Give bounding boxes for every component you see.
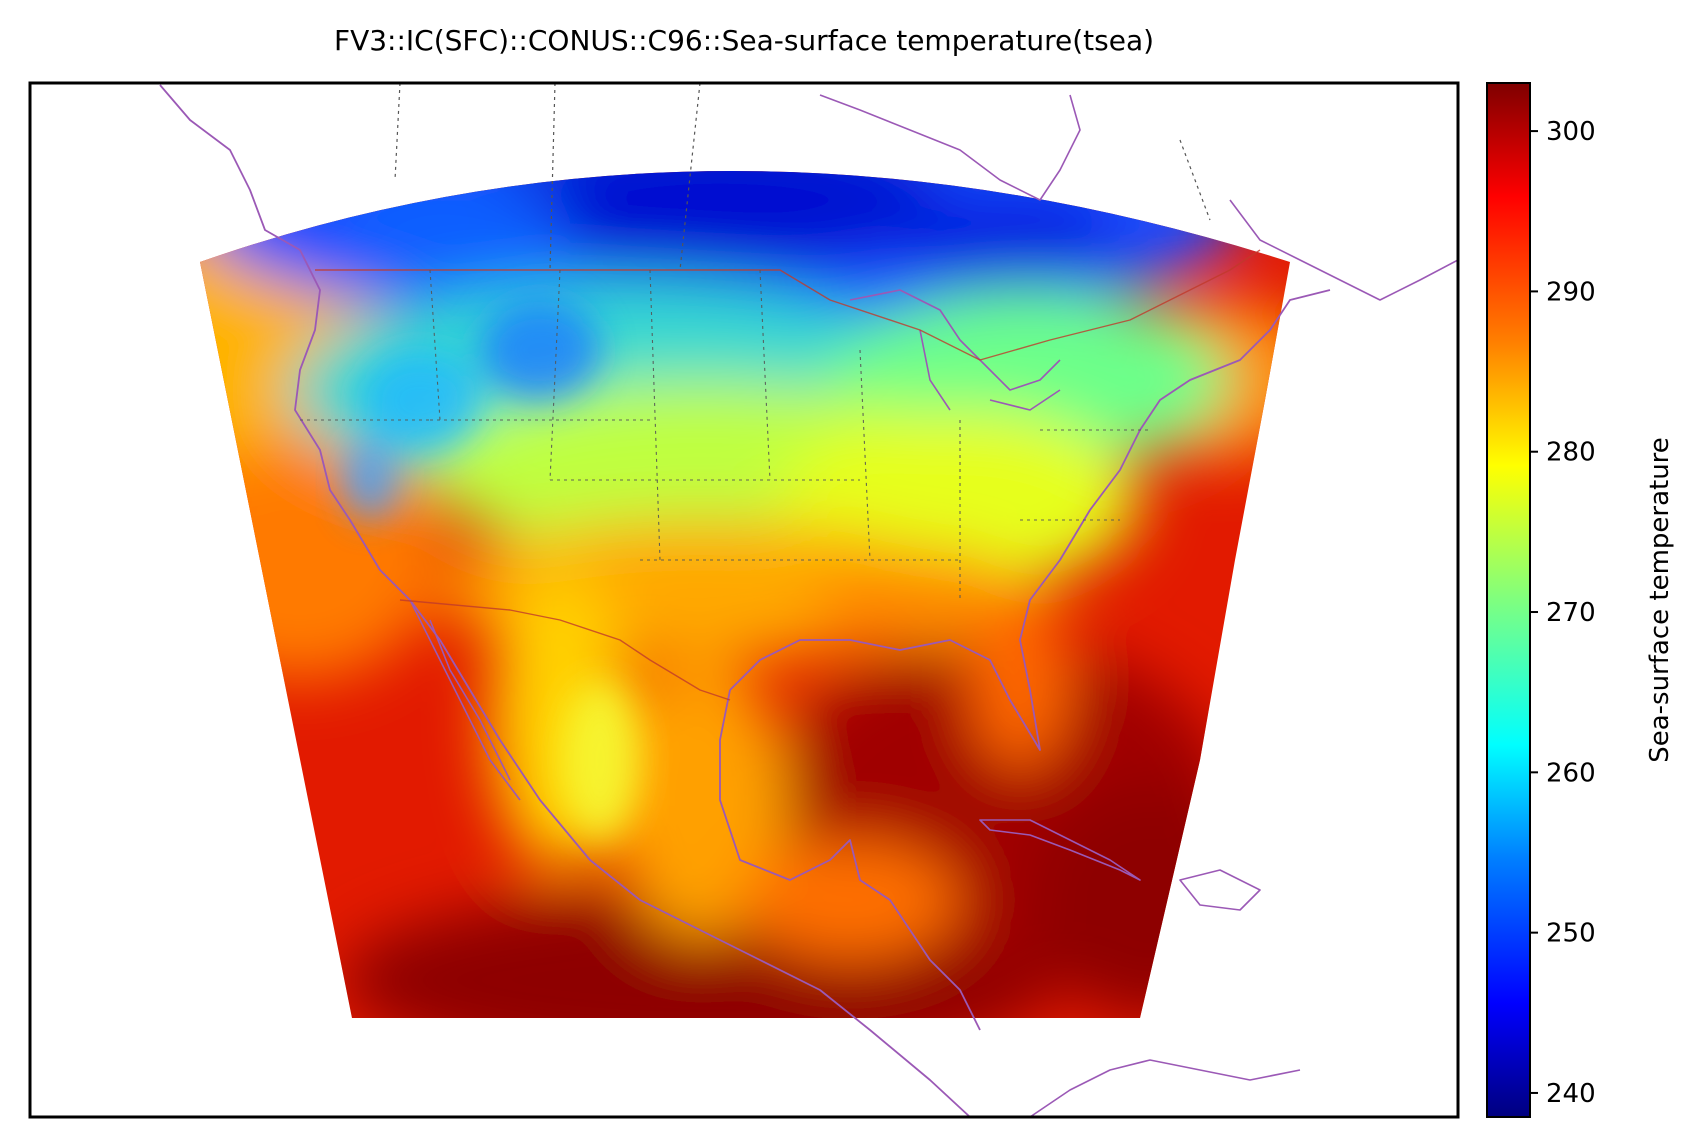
colorbar-tick-label: 250	[1546, 919, 1596, 949]
colorbar-label: Sea-surface temperature	[1645, 437, 1675, 763]
colorbar-tick-label: 290	[1546, 277, 1596, 307]
coastline-hudson	[819, 94, 1081, 201]
coastline-hispaniola	[1179, 869, 1261, 911]
great-lakes	[849, 289, 1061, 411]
colorbar-gradient	[1487, 83, 1530, 1117]
colorbar-tick-label: 260	[1546, 758, 1596, 788]
coastline-west	[159, 84, 971, 1117]
colorbar-frame	[1486, 82, 1531, 1118]
coastline-gulf	[729, 289, 1331, 751]
coastline-south-america	[1029, 1059, 1301, 1117]
colorbar-tick-label: 240	[1546, 1079, 1596, 1109]
colorbar-ticks: 240 250 260 270 280 290 300	[1530, 117, 1596, 1109]
colorbar: 240 250 260 270 280 290 300 Sea-surface temper…	[1486, 82, 1675, 1118]
province-borders	[394, 83, 1211, 271]
colorbar-tick-label: 280	[1546, 438, 1596, 468]
axes-frame	[28, 81, 1460, 1119]
coastline-atlantic-canada	[1229, 199, 1458, 301]
map-linework	[159, 83, 1458, 1117]
colorbar-tick-label: 270	[1546, 598, 1596, 628]
border-us-canada	[315, 249, 1261, 361]
state-borders	[300, 269, 1150, 600]
coastline-cuba	[979, 819, 1141, 881]
coastline-baja	[409, 599, 521, 801]
border-us-mexico	[399, 599, 731, 701]
plot-title: FV3::IC(SFC)::CONUS::C96::Sea-surface te…	[333, 24, 1155, 57]
colorbar-tick-label: 300	[1546, 117, 1596, 147]
coastline-mexico-east	[719, 689, 981, 1031]
